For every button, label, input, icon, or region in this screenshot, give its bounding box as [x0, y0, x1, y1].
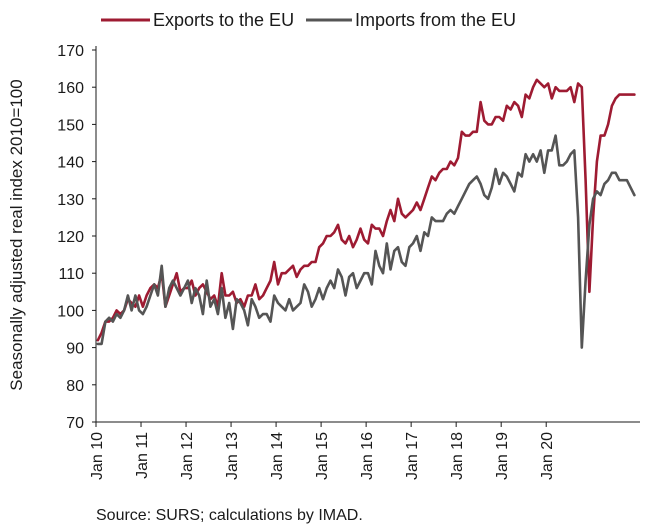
y-axis-title: Seasonally adjusted real index 2010=100: [7, 79, 26, 390]
x-tick-label: Jan 13: [224, 432, 241, 480]
imports-series-line: [96, 134, 636, 349]
axes: [95, 46, 640, 423]
x-tick-label: Jan 15: [314, 432, 331, 480]
y-tick-label: 170: [57, 43, 84, 60]
x-tick-label: Jan 14: [269, 432, 286, 480]
exports-series-line: [96, 78, 636, 342]
legend: Exports to the EU Imports from the EU: [101, 10, 516, 30]
y-tick-label: 150: [57, 117, 84, 134]
y-tick-label: 80: [66, 378, 84, 395]
y-tick-label: 70: [66, 415, 84, 432]
legend-label-imports: Imports from the EU: [355, 10, 516, 30]
y-tick-label: 110: [58, 266, 84, 283]
x-axis-ticks: Jan 10 Jan 11 Jan 12 Jan 13 Jan 14 Jan 15 Jan …: [89, 422, 556, 480]
y-tick-label: 100: [57, 303, 84, 320]
y-tick-label: 160: [57, 80, 84, 97]
x-tick-label: Jan 11: [134, 432, 151, 479]
x-tick-label: Jan 19: [494, 432, 511, 480]
y-tick-label: 130: [57, 192, 84, 209]
x-tick-label: Jan 20: [539, 432, 556, 480]
x-tick-label: Jan 10: [89, 432, 106, 480]
legend-label-exports: Exports to the EU: [153, 10, 294, 30]
x-tick-label: Jan 16: [359, 432, 376, 480]
y-tick-label: 90: [66, 341, 84, 358]
x-tick-label: Jan 12: [179, 432, 196, 480]
y-tick-label: 120: [57, 229, 84, 246]
y-tick-label: 140: [57, 155, 84, 172]
x-tick-label: Jan 17: [404, 432, 421, 480]
source-note: Source: SURS; calculations by IMAD.: [96, 507, 363, 524]
x-tick-label: Jan 18: [449, 432, 466, 480]
y-axis-ticks: 70 80 90 100 110 120 130 140 150 160 170: [57, 43, 96, 432]
series-layer: [96, 78, 636, 349]
